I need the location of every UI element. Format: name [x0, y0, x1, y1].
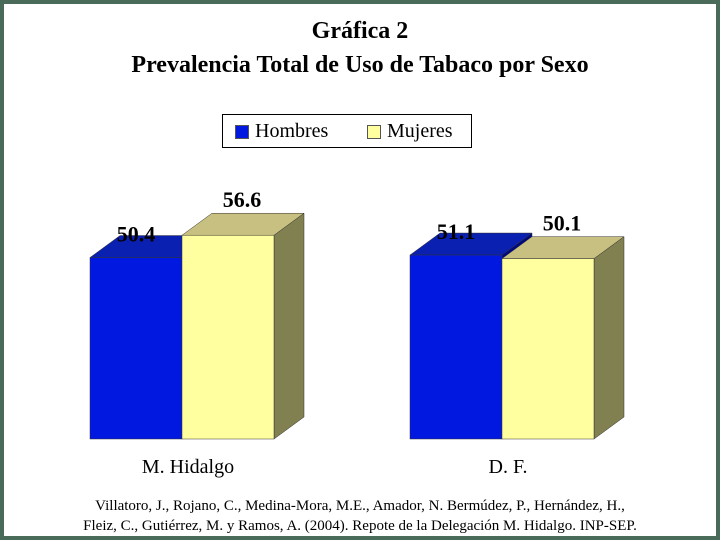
- value-label-hombres-1: 50.4: [117, 222, 156, 247]
- bar-hombres-2: [409, 254, 503, 440]
- legend-label-hombres: Hombres: [255, 120, 329, 142]
- legend-swatch-mujeres: [367, 125, 381, 139]
- legend-swatch-hombres: [235, 125, 249, 139]
- bar-side-mujeres-1: [273, 212, 305, 440]
- legend-label-mujeres: Mujeres: [387, 120, 453, 142]
- bar-side-mujeres-2: [593, 236, 625, 440]
- citation-line-1: Villatoro, J., Rojano, C., Medina-Mora, …: [95, 498, 625, 514]
- category-label-1: M. Hidalgo: [142, 456, 234, 478]
- bar-hombres-1: [89, 257, 183, 440]
- chart-title-line-1: Gráfica 2: [311, 18, 409, 44]
- bar-mujeres-1: [181, 234, 275, 440]
- category-label-2: D. F.: [489, 456, 528, 478]
- bar-mujeres-2: [501, 258, 595, 440]
- value-label-mujeres-1: 56.6: [223, 187, 262, 212]
- value-label-hombres-2: 51.1: [437, 219, 476, 244]
- bar-chart: 50.4 56.6 M. Hidalgo 51.1 50.1 D. F.: [89, 187, 625, 478]
- value-label-mujeres-2: 50.1: [543, 211, 582, 236]
- citation-line-2: Fleiz, C., Gutiérrez, M. y Ramos, A. (20…: [83, 518, 637, 534]
- legend: Hombres Mujeres: [222, 114, 472, 148]
- chart-title-line-2: Prevalencia Total de Uso de Tabaco por S…: [131, 52, 589, 78]
